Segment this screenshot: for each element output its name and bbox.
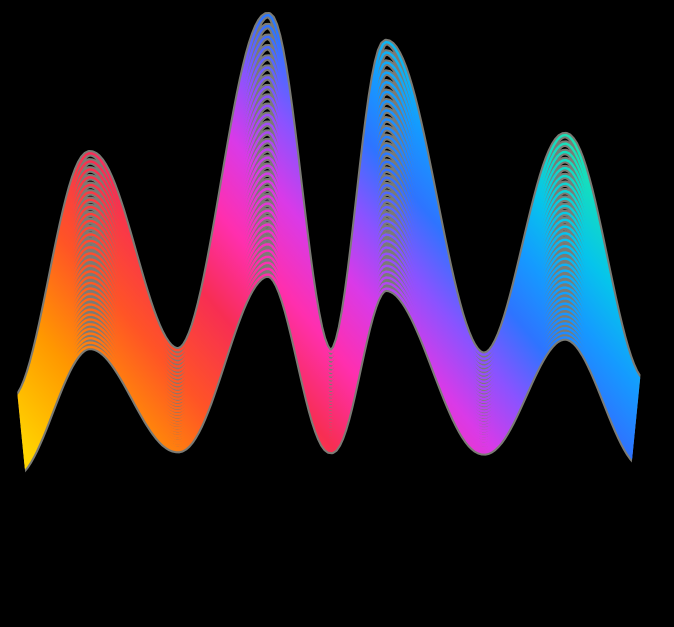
wave-contour-line	[8, 236, 658, 467]
wave-contour-line	[8, 76, 658, 420]
wave-contour-line	[8, 85, 658, 423]
wave-contour-line	[8, 223, 658, 463]
wave-gradient-lines	[8, 14, 658, 478]
wave-contour-line	[8, 14, 658, 402]
wave-contour-line	[8, 35, 658, 408]
wave-contour-line	[8, 261, 658, 474]
wave-contour-line	[8, 187, 658, 453]
wave-contour-line	[8, 164, 658, 446]
wave-contour-line	[8, 180, 658, 450]
wave-contour-line	[8, 202, 658, 457]
wave-contour-line	[8, 122, 658, 434]
wave-contour-line	[8, 131, 658, 436]
wave-contour-line	[8, 230, 658, 465]
wave-contour-line	[8, 56, 658, 414]
wave-contour-line	[8, 66, 658, 417]
wave-contour-line	[8, 243, 658, 469]
wave-contour-line	[8, 267, 658, 476]
wave-contour-line	[8, 113, 658, 431]
wave-contour-line	[8, 273, 658, 478]
wave-contour-line	[8, 172, 658, 448]
wave-contour-line	[8, 195, 658, 455]
wave-contour-line	[8, 139, 658, 439]
wave-contour-line	[8, 216, 658, 461]
wave-contour-line	[8, 95, 658, 425]
wave-contour-line	[8, 24, 658, 405]
wave-contour-line	[8, 249, 658, 471]
wave-contour-line	[8, 156, 658, 443]
wave-contour-line	[8, 104, 658, 428]
wave-contour-line	[8, 209, 658, 459]
wave-contour-line	[8, 148, 658, 441]
wave-contour-line	[8, 46, 658, 411]
wave-contour-line	[8, 255, 658, 473]
